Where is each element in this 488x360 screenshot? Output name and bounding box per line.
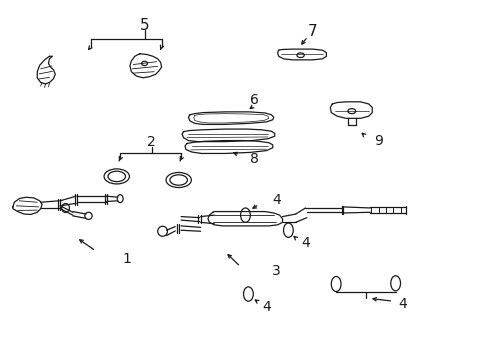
Text: 7: 7 <box>307 24 317 39</box>
Text: 4: 4 <box>262 300 270 314</box>
Text: 9: 9 <box>373 134 382 148</box>
Text: 6: 6 <box>249 93 258 107</box>
Text: 2: 2 <box>147 135 156 149</box>
Text: 1: 1 <box>122 252 131 266</box>
Text: 4: 4 <box>398 297 407 311</box>
Text: 4: 4 <box>271 193 280 207</box>
Text: 3: 3 <box>271 265 280 278</box>
Text: 5: 5 <box>140 18 149 33</box>
Text: 8: 8 <box>249 152 258 166</box>
Text: 4: 4 <box>301 236 309 250</box>
